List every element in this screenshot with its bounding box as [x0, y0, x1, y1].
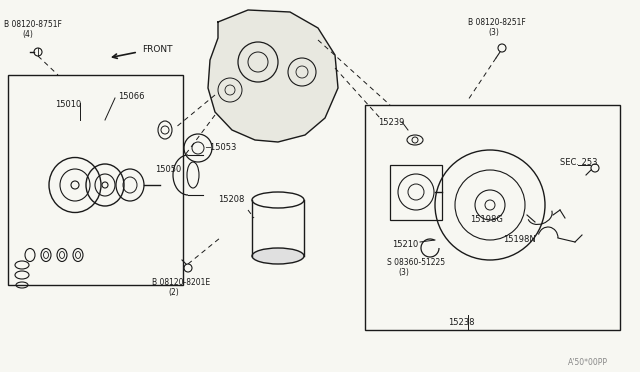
- Text: 15210: 15210: [392, 240, 419, 249]
- Bar: [8, 75, 183, 285]
- Text: ─15053: ─15053: [205, 143, 236, 152]
- Bar: [365, 105, 620, 330]
- Polygon shape: [208, 10, 338, 142]
- Text: FRONT: FRONT: [142, 45, 173, 54]
- Text: B 08120-8251F: B 08120-8251F: [468, 18, 525, 27]
- Text: A'50*00PP: A'50*00PP: [568, 358, 608, 367]
- Text: 15066: 15066: [118, 92, 145, 101]
- Text: (2): (2): [168, 288, 179, 297]
- Text: (3): (3): [398, 268, 409, 277]
- Text: S 08360-51225: S 08360-51225: [387, 258, 445, 267]
- Ellipse shape: [252, 248, 304, 264]
- Text: (3): (3): [488, 28, 499, 37]
- Text: 15198G: 15198G: [470, 215, 503, 224]
- Bar: [390, 165, 442, 220]
- Text: 15238: 15238: [448, 318, 474, 327]
- Text: 15050: 15050: [155, 165, 181, 174]
- Text: 15208: 15208: [218, 195, 244, 204]
- Text: (4): (4): [22, 30, 33, 39]
- Text: SEC. 253: SEC. 253: [561, 158, 598, 167]
- Text: 15010: 15010: [55, 100, 81, 109]
- Text: B 08120-8751F: B 08120-8751F: [4, 20, 62, 29]
- Text: B 08120-8201E: B 08120-8201E: [152, 278, 210, 287]
- Text: 15198N: 15198N: [503, 235, 536, 244]
- Text: 15239: 15239: [378, 118, 404, 127]
